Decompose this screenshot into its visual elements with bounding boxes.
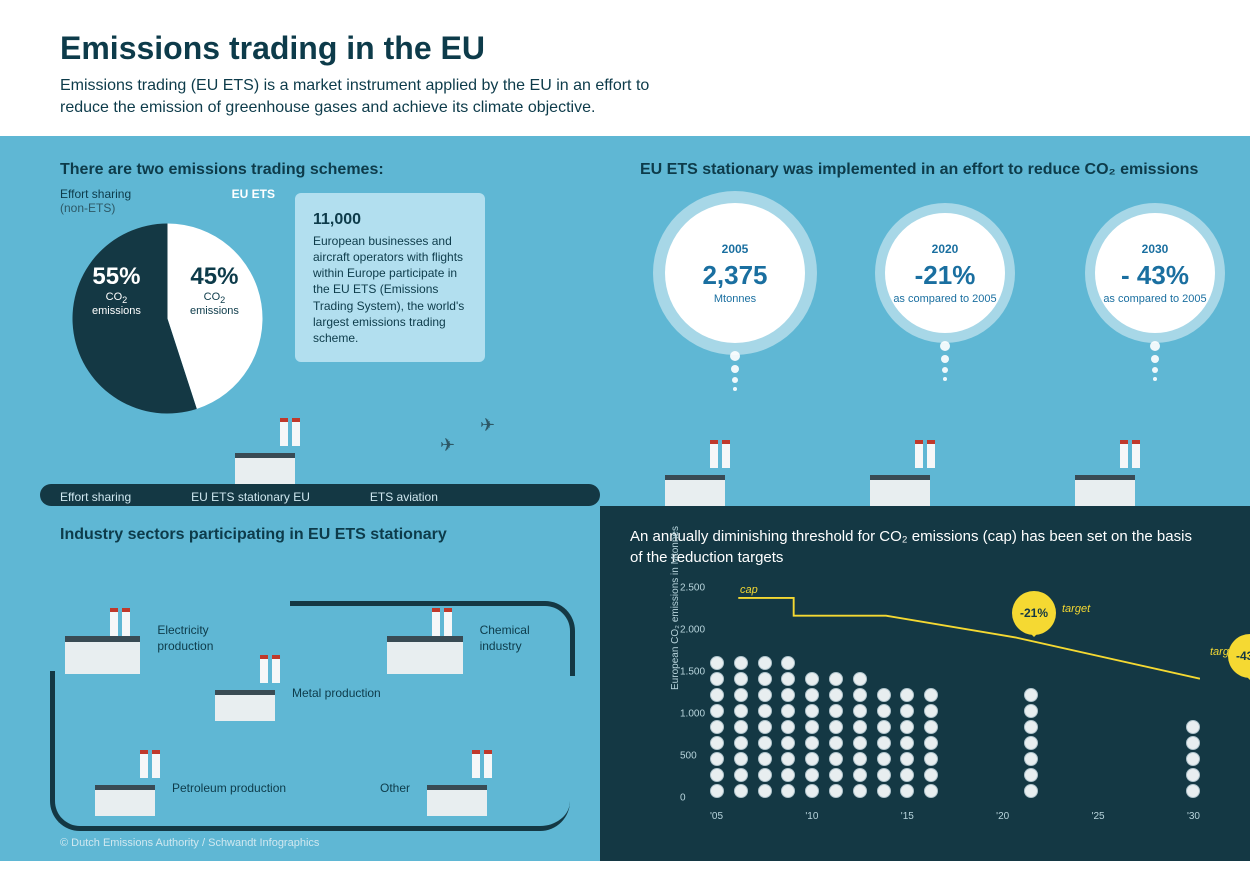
schemes-title: There are two emissions trading schemes: — [60, 161, 600, 179]
sectors-title: Industry sectors participating in EU ETS… — [60, 526, 570, 544]
implemented-panel: EU ETS stationary was implemented in an … — [640, 161, 1240, 408]
bubble-unit: 2030 - 43% as compared to 2005 — [1070, 193, 1240, 391]
top-band: There are two emissions trading schemes:… — [0, 136, 1250, 506]
emission-dot — [734, 784, 748, 798]
pie-value-effort: 55% CO2 emissions — [92, 263, 141, 317]
bubble-unit-text: as compared to 2005 — [1103, 293, 1206, 305]
emission-dot — [781, 784, 795, 798]
bubble-year: 2005 — [722, 242, 749, 256]
stat-bubble: 2005 2,375 Mtonnes — [665, 203, 805, 343]
y-tick: 2.000 — [680, 625, 705, 636]
bubble-unit-text: as compared to 2005 — [893, 293, 996, 305]
bubble-year: 2030 — [1142, 242, 1169, 256]
stat-bubble: 2030 - 43% as compared to 2005 — [1095, 213, 1215, 333]
bubble-trail-icon — [1070, 341, 1240, 381]
cap-line-path — [738, 598, 1200, 679]
bubble-trail-icon — [860, 341, 1030, 381]
page-subtitle: Emissions trading (EU ETS) is a market i… — [60, 75, 680, 118]
infobox-number: 11,000 — [313, 209, 467, 231]
ground-label: EU ETS stationary EU — [191, 490, 310, 504]
factory-icon — [60, 604, 145, 674]
emission-dot — [710, 784, 724, 798]
x-tick: '20 — [996, 811, 1009, 822]
bubble-unit: 2020 -21% as compared to 2005 — [860, 193, 1030, 391]
emission-dot — [758, 784, 772, 798]
page-title: Emissions trading in the EU — [60, 30, 1190, 67]
stat-bubble: 2020 -21% as compared to 2005 — [885, 213, 1005, 333]
pie-chart: Effort sharing (non-ETS) EU ETS 55% CO2 … — [60, 193, 275, 408]
target-label: target — [1062, 603, 1090, 615]
x-tick: '30 — [1187, 811, 1200, 822]
factory-icon — [865, 451, 935, 506]
x-tick: '10 — [805, 811, 818, 822]
emission-dot — [877, 784, 891, 798]
target-label: target — [1210, 646, 1238, 658]
plane-icon: ✈ — [480, 415, 495, 436]
factory-icon — [1070, 451, 1140, 506]
buildings-strip: Effort sharing EU ETS stationary EU ETS … — [0, 386, 1250, 506]
sector-petroleum: Petroleum production — [90, 761, 286, 816]
cap-label: cap — [740, 584, 758, 596]
x-tick: '15 — [901, 811, 914, 822]
x-tick: '25 — [1092, 811, 1105, 822]
factory-icon — [90, 761, 160, 816]
target-badge: -21% — [1012, 591, 1056, 635]
factory-icon — [210, 666, 280, 721]
x-tick: '05 — [710, 811, 723, 822]
emission-dot — [1186, 784, 1200, 798]
bubble-value: 2,375 — [702, 260, 767, 291]
factory-icon — [660, 451, 730, 506]
ground-label: ETS aviation — [370, 490, 438, 504]
y-tick: 2.500 — [680, 583, 705, 594]
factory-icon — [422, 761, 492, 816]
sectors-panel: Industry sectors participating in EU ETS… — [0, 506, 600, 861]
emission-dot — [1024, 784, 1038, 798]
lower-section: Industry sectors participating in EU ETS… — [0, 506, 1250, 861]
plane-icon: ✈ — [440, 435, 455, 456]
cap-chart: European CO₂ emissions in Mtonnes 05001.… — [680, 588, 1200, 828]
cap-line — [710, 588, 1200, 786]
y-tick: 1.000 — [680, 709, 705, 720]
emission-dot — [900, 784, 914, 798]
pie-legend-effort: Effort sharing (non-ETS) — [60, 187, 131, 215]
emission-dot — [924, 784, 938, 798]
ground-label: Effort sharing — [60, 490, 131, 504]
y-tick: 500 — [680, 751, 697, 762]
bubble-year: 2020 — [932, 242, 959, 256]
y-tick: 1.500 — [680, 667, 705, 678]
y-tick: 0 — [680, 793, 686, 804]
cap-chart-title: An annually diminishing threshold for CO… — [630, 526, 1200, 568]
bubble-value: -21% — [915, 260, 976, 291]
infobox-text: European businesses and aircraft operato… — [313, 234, 464, 345]
bubble-value: - 43% — [1121, 260, 1189, 291]
header: Emissions trading in the EU Emissions tr… — [0, 0, 1250, 136]
bubble-trail-icon — [650, 351, 820, 391]
pie-value-ets: 45% CO2 emissions — [190, 263, 239, 317]
sector-other: Other — [380, 761, 492, 816]
cap-chart-panel: An annually diminishing threshold for CO… — [600, 506, 1250, 861]
pie-legend-ets: EU ETS — [232, 187, 275, 201]
schemes-panel: There are two emissions trading schemes:… — [60, 161, 600, 408]
bubble-unit-text: Mtonnes — [714, 293, 756, 305]
emission-dot — [829, 784, 843, 798]
infobox: 11,000 European businesses and aircraft … — [295, 193, 485, 362]
sector-electricity: Electricity production — [60, 604, 262, 674]
sector-metal: Metal production — [210, 666, 381, 721]
factory-icon — [230, 429, 300, 484]
emission-dot — [805, 784, 819, 798]
y-axis-label: European CO₂ emissions in Mtonnes — [670, 508, 681, 708]
emission-dot — [853, 784, 867, 798]
bubble-unit: 2005 2,375 Mtonnes — [650, 193, 820, 391]
implemented-title: EU ETS stationary was implemented in an … — [640, 161, 1240, 179]
footer-credit: © Dutch Emissions Authority / Schwandt I… — [60, 837, 319, 849]
